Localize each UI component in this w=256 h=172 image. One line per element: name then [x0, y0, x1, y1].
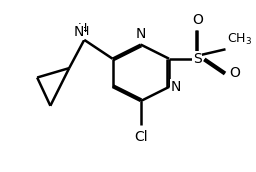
Text: N: N — [73, 25, 84, 39]
Text: S: S — [193, 52, 202, 66]
Text: Cl: Cl — [134, 130, 147, 144]
Text: N: N — [136, 27, 146, 41]
Text: N: N — [74, 24, 84, 38]
Text: H: H — [78, 22, 87, 35]
Text: O: O — [192, 13, 203, 27]
Text: O: O — [229, 66, 240, 80]
Text: CH$_3$: CH$_3$ — [227, 32, 252, 47]
Text: N: N — [171, 80, 181, 94]
Text: H: H — [80, 25, 89, 38]
